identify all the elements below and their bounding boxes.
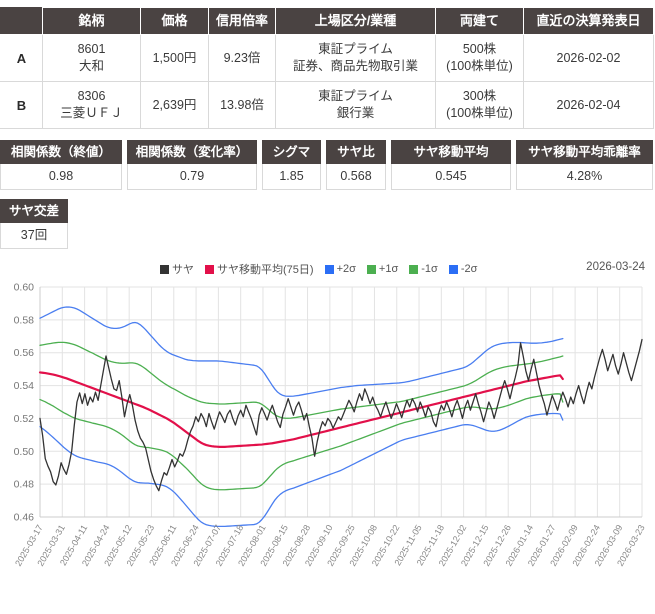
market-b: 東証プライム	[318, 89, 393, 103]
chart-series-saya	[39, 338, 643, 492]
metrics-table: 相関係数（終値） 0.98 相関係数（変化率） 0.79 シグマ 1.85 サヤ…	[0, 140, 653, 190]
legend-item-saya[interactable]: サヤ	[160, 261, 194, 277]
metric-label: 相関係数（終値）	[0, 140, 122, 164]
ticker-code-b: 8306	[77, 89, 106, 103]
chart-legend: サヤ サヤ移動平均(75日) +2σ +1σ -1σ -2σ	[160, 261, 482, 277]
y-axis-tick: 0.46	[14, 512, 35, 524]
cell-margin-ratio-b: 13.98倍	[208, 81, 276, 129]
legend-item-minus1sigma[interactable]: -1σ	[409, 263, 438, 275]
y-axis-tick: 0.54	[14, 380, 35, 392]
cell-ticker-a: 8601 大和	[42, 34, 141, 82]
metric-value: 4.28%	[516, 164, 653, 190]
legend-swatch-icon	[205, 264, 214, 274]
metric-value: 0.79	[127, 164, 257, 190]
legend-label: +2σ	[336, 263, 356, 275]
chart-legend-row: サヤ サヤ移動平均(75日) +2σ +1σ -1σ -2σ	[0, 259, 655, 279]
metric-label: 相関係数（変化率）	[127, 140, 257, 164]
saya-chart: サヤ サヤ移動平均(75日) +2σ +1σ -1σ -2σ	[0, 259, 655, 581]
ticker-name-a: 大和	[78, 59, 104, 73]
metric-value: 0.98	[0, 164, 122, 190]
legend-item-minus2sigma[interactable]: -2σ	[448, 263, 478, 275]
cell-ticker-b: 8306 三菱ＵＦＪ	[42, 81, 141, 129]
metric-value: 1.85	[262, 164, 321, 190]
cell-price-a: 1,500円	[140, 34, 209, 82]
cell-hedge-b: 300株 (100株単位)	[435, 81, 524, 129]
legend-item-plus1sigma[interactable]: +1σ	[366, 263, 399, 275]
cell-price-b: 2,639円	[140, 81, 209, 129]
y-axis-tick: 0.56	[14, 347, 35, 359]
y-axis-tick: 0.60	[14, 282, 35, 294]
metric-value: 0.545	[391, 164, 511, 190]
hedge-shares-b: 300株	[462, 89, 497, 103]
cell-hedge-a: 500株 (100株単位)	[435, 34, 524, 82]
cell-earnings-date-a: 2026-02-02	[523, 34, 654, 82]
table-row: A 8601 大和 1,500円 9.23倍 東証プライム 証券、商品先物取引業…	[0, 34, 654, 82]
cell-earnings-date-b: 2026-02-04	[523, 81, 654, 129]
legend-swatch-icon	[448, 264, 458, 274]
metric-correlation-close: 相関係数（終値） 0.98	[0, 140, 122, 190]
metric-saya-ratio: サヤ比 0.568	[326, 140, 386, 190]
industry-a: 証券、商品先物取引業	[292, 59, 418, 73]
chart-series-minus2sigma	[39, 412, 564, 528]
row-label-a: A	[0, 34, 43, 82]
chart-series-plus1sigma	[39, 341, 564, 419]
legend-item-plus2sigma[interactable]: +2σ	[324, 263, 356, 275]
col-header-market-industry: 上場区分/業種	[275, 7, 436, 35]
legend-item-saya-ma[interactable]: サヤ移動平均(75日)	[205, 261, 314, 277]
chart-series-plus2sigma	[39, 306, 564, 397]
legend-swatch-icon	[366, 264, 376, 274]
metric-label: サヤ比	[326, 140, 386, 164]
chart-as-of-date: 2026-03-24	[586, 261, 645, 273]
metric-label: シグマ	[262, 140, 321, 164]
saya-cross-table: サヤ交差 37回	[0, 199, 68, 249]
saya-cross-value: 37回	[0, 223, 68, 249]
y-axis-tick: 0.58	[14, 314, 35, 326]
pair-info-table: 銘柄 価格 信用倍率 上場区分/業種 両建て 直近の決算発表日 A 8601 大…	[0, 7, 654, 129]
legend-label: -1σ	[421, 263, 438, 275]
col-header-ticker: 銘柄	[42, 7, 141, 35]
hedge-unit-b: (100株単位)	[446, 106, 513, 120]
market-a: 東証プライム	[318, 42, 393, 56]
legend-label: -2σ	[460, 263, 478, 275]
col-header-margin-ratio: 信用倍率	[208, 7, 276, 35]
chart-y-axis-labels: 0.46 0.48 0.50 0.52 0.54 0.56 0.58 0.60	[14, 282, 35, 524]
hedge-shares-a: 500株	[462, 42, 497, 56]
pair-table-header-row: 銘柄 価格 信用倍率 上場区分/業種 両建て 直近の決算発表日	[0, 7, 654, 35]
legend-label: +1σ	[378, 263, 399, 275]
hedge-unit-a: (100株単位)	[446, 59, 513, 73]
ticker-code-a: 8601	[77, 42, 106, 56]
table-row: B 8306 三菱ＵＦＪ 2,639円 13.98倍 東証プライム 銀行業 30…	[0, 81, 654, 129]
legend-swatch-icon	[409, 264, 419, 274]
row-label-b: B	[0, 81, 43, 129]
legend-swatch-icon	[324, 264, 334, 274]
cell-market-industry-a: 東証プライム 証券、商品先物取引業	[275, 34, 436, 82]
legend-label: サヤ	[172, 264, 194, 276]
chart-plot-host: 0.46 0.48 0.50 0.52 0.54 0.56 0.58 0.60 2025-03…	[0, 277, 655, 577]
legend-swatch-icon	[160, 264, 169, 274]
chart-x-axis-labels: 2025-03-172025-03-312025-04-112025-04-24…	[13, 523, 647, 568]
cell-market-industry-b: 東証プライム 銀行業	[275, 81, 436, 129]
metric-sigma: シグマ 1.85	[262, 140, 321, 190]
metric-label: サヤ移動平均	[391, 140, 511, 164]
saya-cross-label: サヤ交差	[0, 199, 68, 223]
metric-correlation-change: 相関係数（変化率） 0.79	[127, 140, 257, 190]
chart-series-minus1sigma	[39, 393, 564, 491]
industry-b: 銀行業	[336, 106, 375, 120]
col-header-earnings-date: 直近の決算発表日	[523, 7, 654, 35]
col-header-blank	[0, 7, 43, 35]
col-header-hedge: 両建て	[435, 7, 524, 35]
chart-canvas: 0.46 0.48 0.50 0.52 0.54 0.56 0.58 0.60 2025-03…	[13, 282, 647, 568]
y-axis-tick: 0.50	[14, 446, 35, 458]
cell-margin-ratio-a: 9.23倍	[208, 34, 276, 82]
metric-saya-moving-average: サヤ移動平均 0.545	[391, 140, 511, 190]
y-axis-tick: 0.52	[14, 413, 35, 425]
metric-saya-ma-deviation: サヤ移動平均乖離率 4.28%	[516, 140, 653, 190]
chart-series-layer	[38, 306, 643, 528]
legend-label: サヤ移動平均(75日)	[217, 264, 314, 276]
metric-label: サヤ移動平均乖離率	[516, 140, 653, 164]
y-axis-tick: 0.48	[14, 479, 35, 491]
ticker-name-b: 三菱ＵＦＪ	[60, 106, 123, 120]
metric-value: 0.568	[326, 164, 386, 190]
col-header-price: 価格	[140, 7, 209, 35]
